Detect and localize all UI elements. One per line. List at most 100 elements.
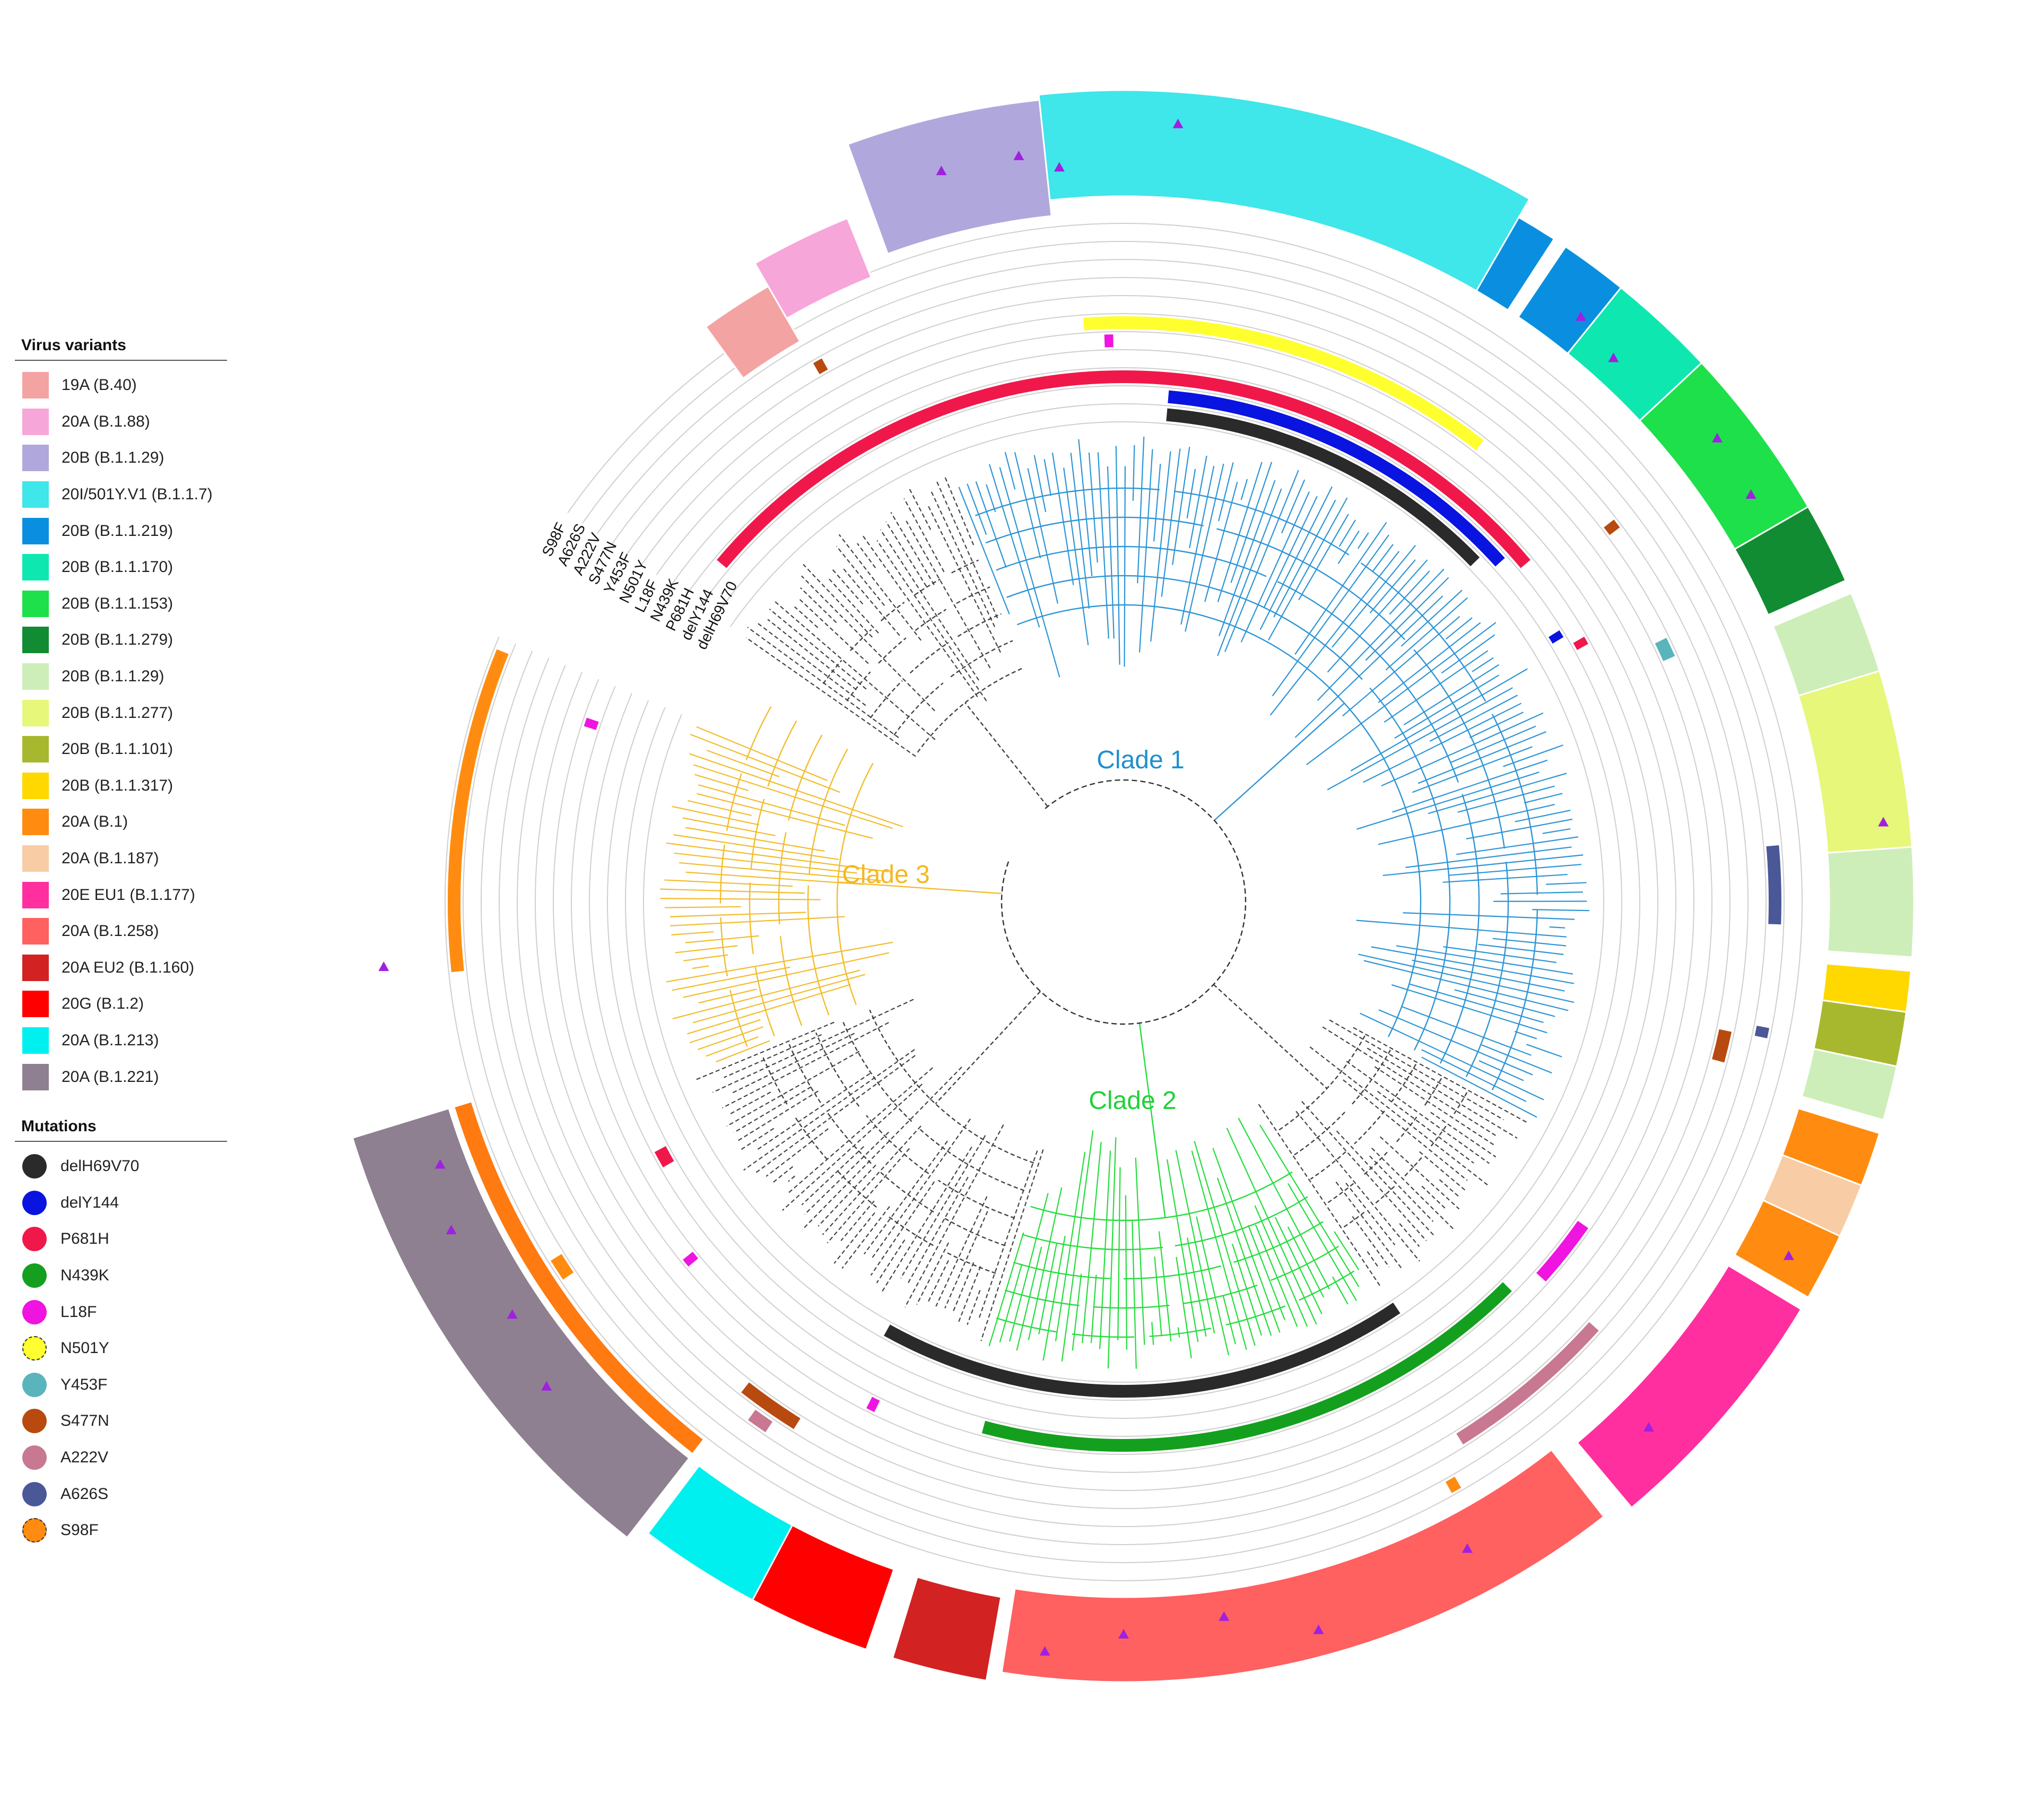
tree-connector (745, 706, 772, 761)
variant-segment (1733, 1199, 1841, 1299)
tree-connector (754, 967, 775, 1037)
sample-marker (1118, 1629, 1129, 1639)
tree-branch (1204, 481, 1238, 602)
tree-branch (903, 498, 945, 573)
tree-branch (1377, 1090, 1474, 1164)
tree-connector (945, 1251, 996, 1274)
mutation-segment (681, 1250, 700, 1268)
tree-branch (712, 999, 914, 1093)
mutation-segment (1547, 629, 1565, 645)
tree-branch (885, 521, 927, 587)
tree-connector (807, 885, 830, 1016)
variant-legend-item: 20A (B.1.258) (15, 913, 227, 950)
variant-legend-item: 20A (B.1.221) (15, 1059, 227, 1095)
tree-branch (1238, 1117, 1330, 1290)
mutation-label: N501Y (60, 1339, 109, 1357)
tree-branch (1078, 439, 1093, 576)
variant-label: 20B (B.1.1.29) (62, 668, 164, 686)
tree-branch (1194, 1141, 1256, 1346)
tree-branch (1107, 466, 1115, 639)
tree-branch (767, 619, 857, 690)
mutation-rings (447, 315, 1782, 1495)
tree-branch (1335, 1181, 1402, 1269)
tree-branch (766, 1128, 829, 1177)
tree-branch (1097, 452, 1109, 639)
mutation-segment (1082, 315, 1485, 452)
mutation-segment (746, 1408, 774, 1434)
variant-swatch (22, 481, 49, 508)
tree-connector (1013, 1261, 1111, 1279)
tree-connector (880, 1172, 934, 1213)
sample-marker (936, 166, 947, 176)
tree-branch (952, 1262, 975, 1313)
tree-branch (1381, 712, 1544, 787)
variant-swatch (22, 663, 49, 690)
tree-branch (1429, 695, 1518, 742)
variant-swatch (22, 845, 49, 872)
tree-branch (944, 475, 975, 545)
tree-branch (999, 1263, 1023, 1342)
tree-connector (975, 487, 1160, 516)
tree-branch (1254, 1205, 1308, 1327)
mutation-segment (1654, 636, 1676, 663)
mutation-legend-item: S477N (15, 1403, 227, 1440)
tree-branch (988, 1232, 1024, 1347)
variants-legend-title: Virus variants (15, 333, 227, 361)
variant-swatch (22, 1063, 49, 1090)
tree-branch (670, 912, 806, 917)
sample-marker (1878, 817, 1889, 827)
mutation-segment (715, 369, 1532, 570)
sample-marker (507, 1309, 518, 1319)
tree-branch (786, 1067, 933, 1195)
tree-branch (1378, 622, 1481, 704)
tree-branch (1338, 519, 1356, 547)
tree-branch (1043, 459, 1052, 496)
tree-branch (876, 1239, 906, 1284)
tree-branch (1515, 1030, 1537, 1039)
variant-swatch (22, 991, 49, 1018)
tree-branch (1456, 836, 1579, 855)
mutation-label: N439K (60, 1267, 109, 1285)
mutation-label: L18F (60, 1303, 97, 1321)
tree-branch (1226, 1128, 1317, 1325)
tree-branch (1385, 597, 1468, 671)
tree-connector (1183, 1285, 1258, 1304)
tree-branch (782, 1084, 923, 1211)
tree-branch (1063, 467, 1089, 645)
tree-branch (660, 888, 805, 894)
tree-connector (1374, 1186, 1395, 1204)
tree-branch (1189, 455, 1207, 549)
tree-branch (1132, 1219, 1137, 1369)
tree-branch (1346, 1061, 1490, 1164)
tree-branch (916, 1242, 950, 1305)
tree-branch (740, 1128, 775, 1151)
mutation-label: delH69V70 (60, 1157, 140, 1175)
tree-branch (1072, 1273, 1082, 1351)
tree-branch (1117, 1167, 1121, 1340)
mutation-label: Y453F (60, 1375, 108, 1393)
guide-ring (517, 295, 1730, 1510)
tree-branch (1532, 909, 1590, 912)
tree-connector (909, 642, 949, 674)
tree-connector (827, 1113, 872, 1164)
tree-branch (1419, 1151, 1466, 1191)
tree-branch (1445, 617, 1473, 640)
tree-connector (1391, 1063, 1417, 1102)
tree-branch (1274, 1217, 1323, 1314)
tree-branch (1255, 1224, 1298, 1327)
variant-label: 20B (B.1.1.29) (62, 449, 164, 467)
variant-segment (1038, 89, 1531, 292)
tree-branch (689, 1019, 761, 1044)
tree-branch (1342, 616, 1460, 717)
tree-branch (801, 575, 935, 712)
tree-connector (842, 1021, 912, 1122)
tree-branch (900, 1135, 986, 1279)
tree-branch (836, 545, 885, 606)
tree-branch (1371, 946, 1575, 984)
tree-branch (864, 1140, 948, 1255)
tree-branch (1298, 514, 1349, 601)
tree-branch (672, 966, 790, 991)
tree-branch (840, 1200, 875, 1241)
tree-branch (1161, 448, 1181, 597)
tree-stem (1138, 1022, 1166, 1218)
